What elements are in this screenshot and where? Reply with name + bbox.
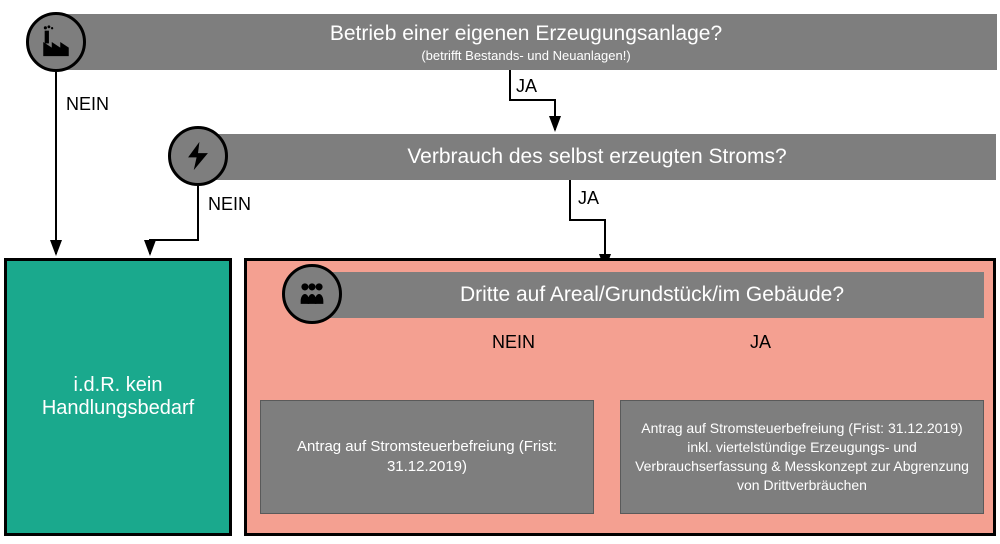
q1-ja-label: JA	[516, 76, 537, 97]
question-3-bar: Dritte auf Areal/Grundstück/im Gebäude?	[320, 272, 984, 318]
question-2-bar: Verbrauch des selbst erzeugten Stroms?	[198, 134, 996, 180]
no-action-box: i.d.R. kein Handlungsbedarf	[4, 258, 232, 536]
question-3-title: Dritte auf Areal/Grundstück/im Gebäude?	[460, 283, 844, 307]
result-right-box: Antrag auf Stromsteuerbefreiung (Frist: …	[620, 400, 984, 514]
question-1-bar: Betrieb einer eigenen Erzeugungsanlage? …	[55, 14, 997, 70]
result-left-text: Antrag auf Stromsteuerbefreiung (Frist: …	[273, 437, 581, 478]
q1-nein-label: NEIN	[66, 94, 109, 115]
no-action-text: i.d.R. kein Handlungsbedarf	[17, 374, 219, 420]
question-2-title: Verbrauch des selbst erzeugten Stroms?	[407, 145, 786, 169]
people-icon	[282, 264, 342, 324]
q2-ja-label: JA	[578, 188, 599, 209]
result-right-text: Antrag auf Stromsteuerbefreiung (Frist: …	[633, 419, 971, 495]
q2-nein-label: NEIN	[208, 194, 251, 215]
q3-nein-label: NEIN	[492, 332, 535, 353]
question-1-subtitle: (betrifft Bestands- und Neuanlagen!)	[421, 48, 630, 63]
bolt-icon	[168, 126, 228, 186]
q3-ja-label: JA	[750, 332, 771, 353]
question-1-title: Betrieb einer eigenen Erzeugungsanlage?	[330, 22, 722, 46]
factory-icon	[26, 12, 86, 72]
result-left-box: Antrag auf Stromsteuerbefreiung (Frist: …	[260, 400, 594, 514]
